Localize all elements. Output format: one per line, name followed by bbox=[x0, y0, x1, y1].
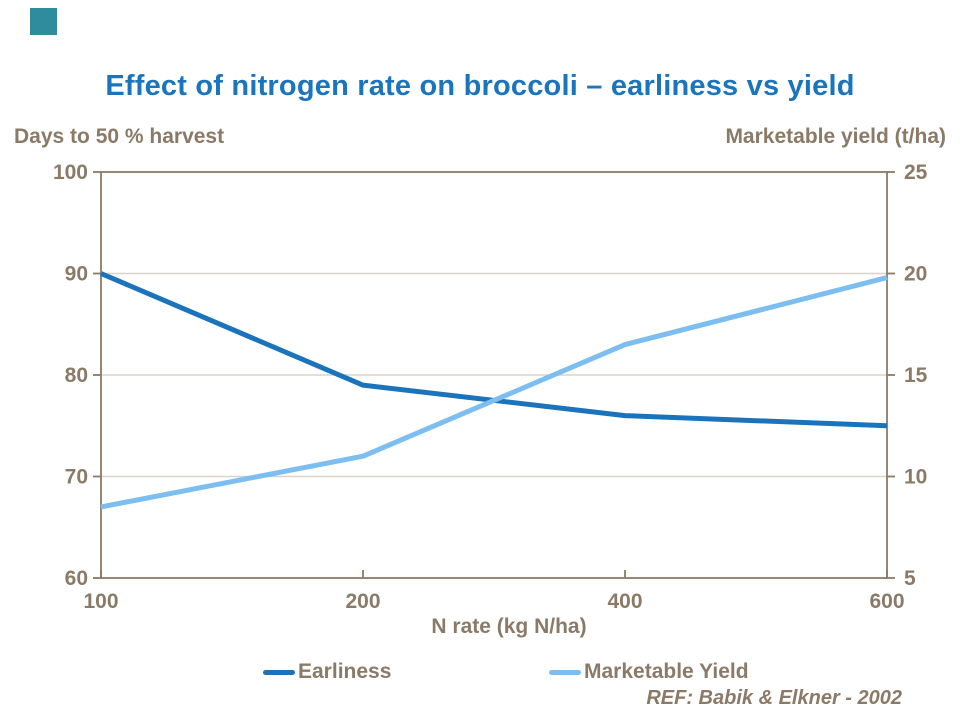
right-tick-label: 15 bbox=[904, 364, 928, 387]
corner-accent-square bbox=[30, 8, 57, 35]
marketable-yield-legend-label: Marketable Yield bbox=[584, 660, 749, 683]
x-tick-label: 400 bbox=[607, 590, 642, 613]
x-tick-label: 100 bbox=[83, 590, 118, 613]
left-axis-title: Days to 50 % harvest bbox=[14, 125, 225, 148]
left-tick-label: 70 bbox=[65, 466, 88, 489]
right-axis-title: Marketable yield (t/ha) bbox=[725, 125, 946, 148]
legend-item-marketable-yield: Marketable Yield bbox=[549, 660, 749, 684]
right-tick-label: 10 bbox=[904, 466, 927, 489]
left-tick-label: 90 bbox=[65, 263, 88, 286]
x-axis-title: N rate (kg N/ha) bbox=[431, 615, 587, 638]
legend-item-earliness: Earliness bbox=[263, 660, 391, 684]
left-tick-label: 80 bbox=[65, 364, 88, 387]
marketable-yield-legend-swatch bbox=[549, 669, 581, 675]
right-tick-label: 5 bbox=[904, 567, 916, 590]
left-tick-label: 60 bbox=[65, 567, 88, 590]
right-tick-label: 20 bbox=[904, 263, 927, 286]
marketable-yield-series-line bbox=[100, 275, 888, 510]
left-tick-label: 100 bbox=[53, 161, 88, 184]
earliness-legend-label: Earliness bbox=[298, 660, 392, 683]
chart-title: Effect of nitrogen rate on broccoli – ea… bbox=[105, 70, 855, 102]
reference-caption: REF: Babik & Elkner - 2002 bbox=[646, 687, 902, 709]
earliness-legend-swatch bbox=[263, 669, 295, 675]
x-tick-label: 600 bbox=[869, 590, 904, 613]
x-tick-label: 200 bbox=[345, 590, 380, 613]
right-tick-label: 25 bbox=[904, 161, 928, 184]
